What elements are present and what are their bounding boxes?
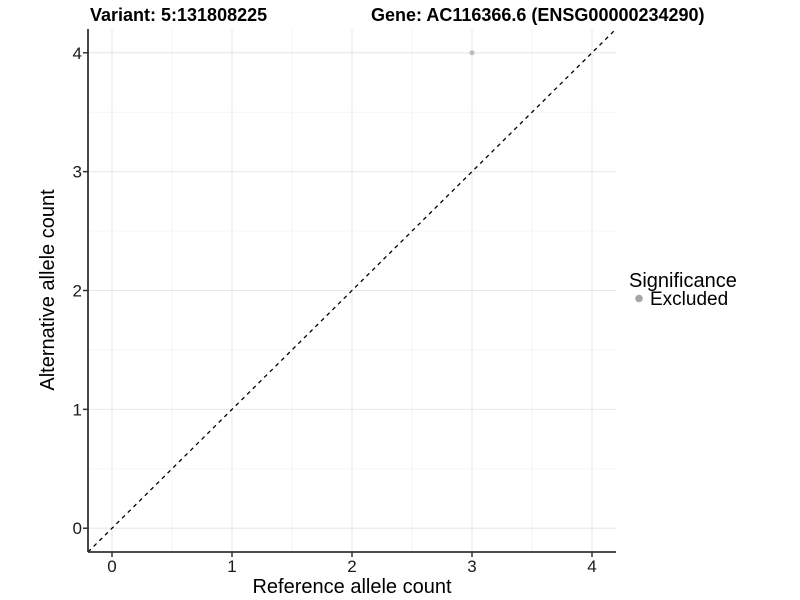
mark-layer xyxy=(87,28,617,553)
legend: Significance Excluded xyxy=(629,270,737,310)
tick-label-layer: 0 1 2 3 4 0 1 2 3 4 xyxy=(73,44,597,576)
plot-title-variant: Variant: 5:131808225 xyxy=(90,5,267,25)
data-point-excluded xyxy=(469,50,475,56)
y-axis-label: Alternative allele count xyxy=(37,189,59,391)
grid-layer xyxy=(88,29,616,552)
legend-item-label: Excluded xyxy=(650,289,728,310)
y-tick-label: 4 xyxy=(73,44,82,63)
y-tick-label: 0 xyxy=(73,519,82,538)
plot-title-gene: Gene: AC116366.6 (ENSG00000234290) xyxy=(371,5,705,25)
x-tick-label: 2 xyxy=(347,557,356,576)
legend-title: Significance xyxy=(629,270,737,292)
x-tick-label: 0 xyxy=(107,557,116,576)
y-tick-label: 2 xyxy=(73,282,82,301)
legend-key-dot xyxy=(635,294,643,303)
y-tick-label: 1 xyxy=(73,400,82,419)
x-axis-label: Reference allele count xyxy=(252,576,451,598)
x-tick-label: 3 xyxy=(467,557,476,576)
y-tick-label: 3 xyxy=(73,163,82,182)
x-tick-label: 4 xyxy=(587,557,596,576)
x-tick-label: 1 xyxy=(227,557,236,576)
identity-dashed-line xyxy=(87,28,617,553)
axis-layer xyxy=(83,29,616,557)
